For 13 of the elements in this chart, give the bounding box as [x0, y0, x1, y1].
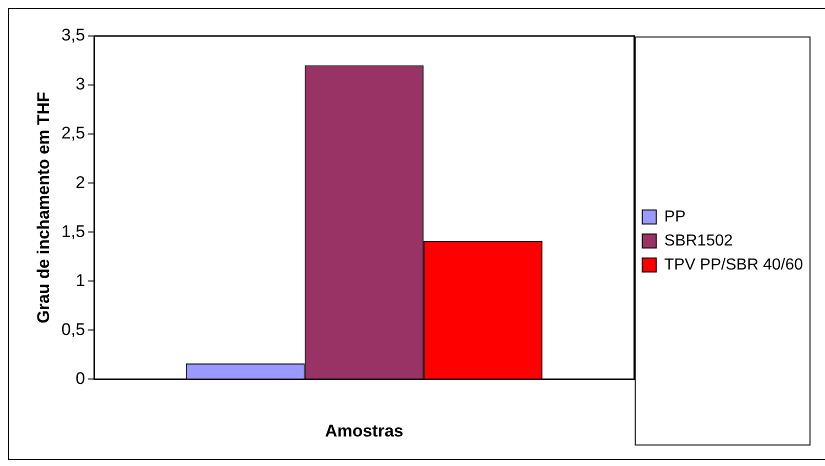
- y-tick-label: 2: [76, 172, 86, 192]
- legend-label: PP: [664, 208, 686, 226]
- y-tick-label: 0: [76, 368, 86, 388]
- y-tick-label: 1: [76, 270, 86, 290]
- y-tick-label: 3: [76, 74, 86, 94]
- y-tick-label: 3,5: [61, 26, 86, 45]
- y-tick-label: 2,5: [61, 124, 86, 143]
- y-tick-label: 0,5: [61, 320, 86, 339]
- legend-label: SBR1502: [664, 232, 733, 250]
- legend-label: TPV PP/SBR 40/60: [664, 256, 804, 274]
- x-axis-title: Amostras: [324, 421, 404, 440]
- y-tick-label: 1,5: [61, 222, 86, 241]
- y-axis-title: Grau de inchamento em THF: [34, 92, 53, 324]
